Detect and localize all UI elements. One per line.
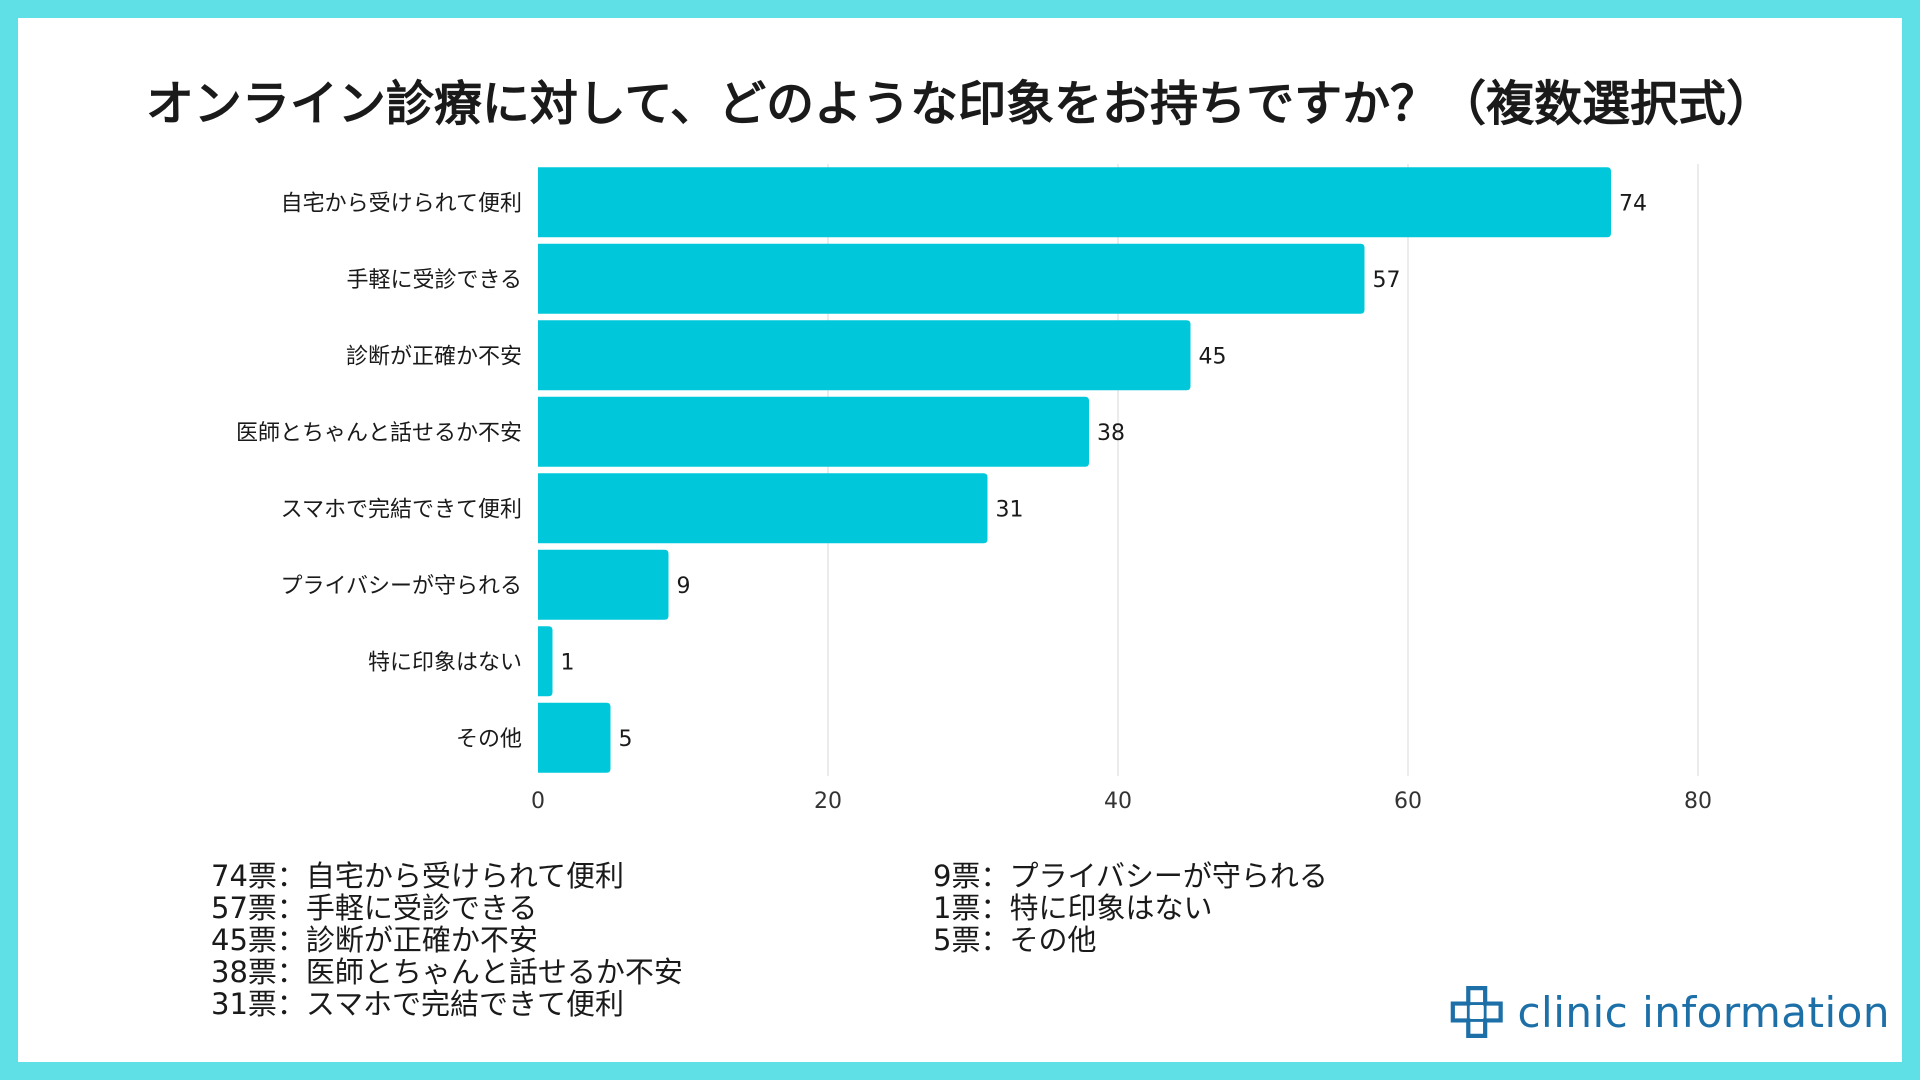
- data-label: 31: [996, 497, 1024, 522]
- category-label: 診断が正確か不安: [346, 344, 522, 369]
- x-tick-label: 0: [531, 789, 545, 814]
- bar: [538, 243, 1365, 314]
- bar: [538, 702, 611, 773]
- summary-item: 38票：医師とちゃんと話せるか不安: [211, 955, 683, 989]
- data-label: 74: [1619, 191, 1647, 216]
- logo-text: clinic information: [1517, 987, 1890, 1037]
- summary-item: 57票：手軽に受診できる: [211, 891, 538, 925]
- data-label: 5: [619, 727, 633, 752]
- category-label: プライバシーが守られる: [280, 574, 522, 599]
- bar: [538, 473, 988, 544]
- x-tick-label: 60: [1394, 789, 1422, 814]
- bar: [538, 320, 1191, 391]
- x-tick-label: 20: [814, 789, 842, 814]
- data-label: 45: [1199, 344, 1227, 369]
- summary-right: 9票：プライバシーが守られる 1票：特に印象はない 5票：その他: [933, 860, 1328, 956]
- category-label: その他: [456, 727, 522, 752]
- bar: [538, 626, 553, 697]
- medical-cross-icon: [1450, 985, 1503, 1039]
- summary-left: 74票：自宅から受けられて便利 57票：手軽に受診できる 45票：診断が正確か不…: [211, 860, 683, 1020]
- data-label: 57: [1373, 268, 1401, 293]
- x-tick-label: 80: [1684, 789, 1712, 814]
- bar-chart: 0 20 40 60 80 自宅から受けられて便利 74 手軽に受診できる 57 診断が正確か不安…: [236, 164, 1712, 814]
- category-label: 手軽に受診できる: [346, 268, 522, 293]
- data-label: 38: [1097, 421, 1125, 446]
- clinic-information-logo: clinic information: [1450, 962, 1890, 1062]
- card: オンライン診療に対して、どのような印象をお持ちですか？（複数選択式） 0 20 40…: [18, 18, 1902, 1062]
- summary-item: 45票：診断が正確か不安: [211, 923, 538, 957]
- data-label: 1: [561, 650, 575, 675]
- category-label: スマホで完結できて便利: [281, 497, 522, 522]
- category-label: 医師とちゃんと話せるか不安: [236, 421, 522, 446]
- data-label: 9: [677, 574, 691, 599]
- x-tick-label: 40: [1104, 789, 1132, 814]
- summary-item: 74票：自宅から受けられて便利: [211, 859, 625, 893]
- bar: [538, 396, 1089, 467]
- category-label: 自宅から受けられて便利: [281, 191, 522, 216]
- summary-item: 9票：プライバシーが守られる: [933, 859, 1328, 893]
- summary-item: 5票：その他: [933, 923, 1097, 957]
- summary-item: 31票：スマホで完結できて便利: [211, 987, 625, 1021]
- category-label: 特に印象はない: [368, 650, 522, 675]
- bar: [538, 549, 669, 620]
- chart-title: オンライン診療に対して、どのような印象をお持ちですか？（複数選択式）: [145, 76, 1775, 132]
- bar: [538, 167, 1611, 238]
- summary-item: 1票：特に印象はない: [933, 891, 1213, 925]
